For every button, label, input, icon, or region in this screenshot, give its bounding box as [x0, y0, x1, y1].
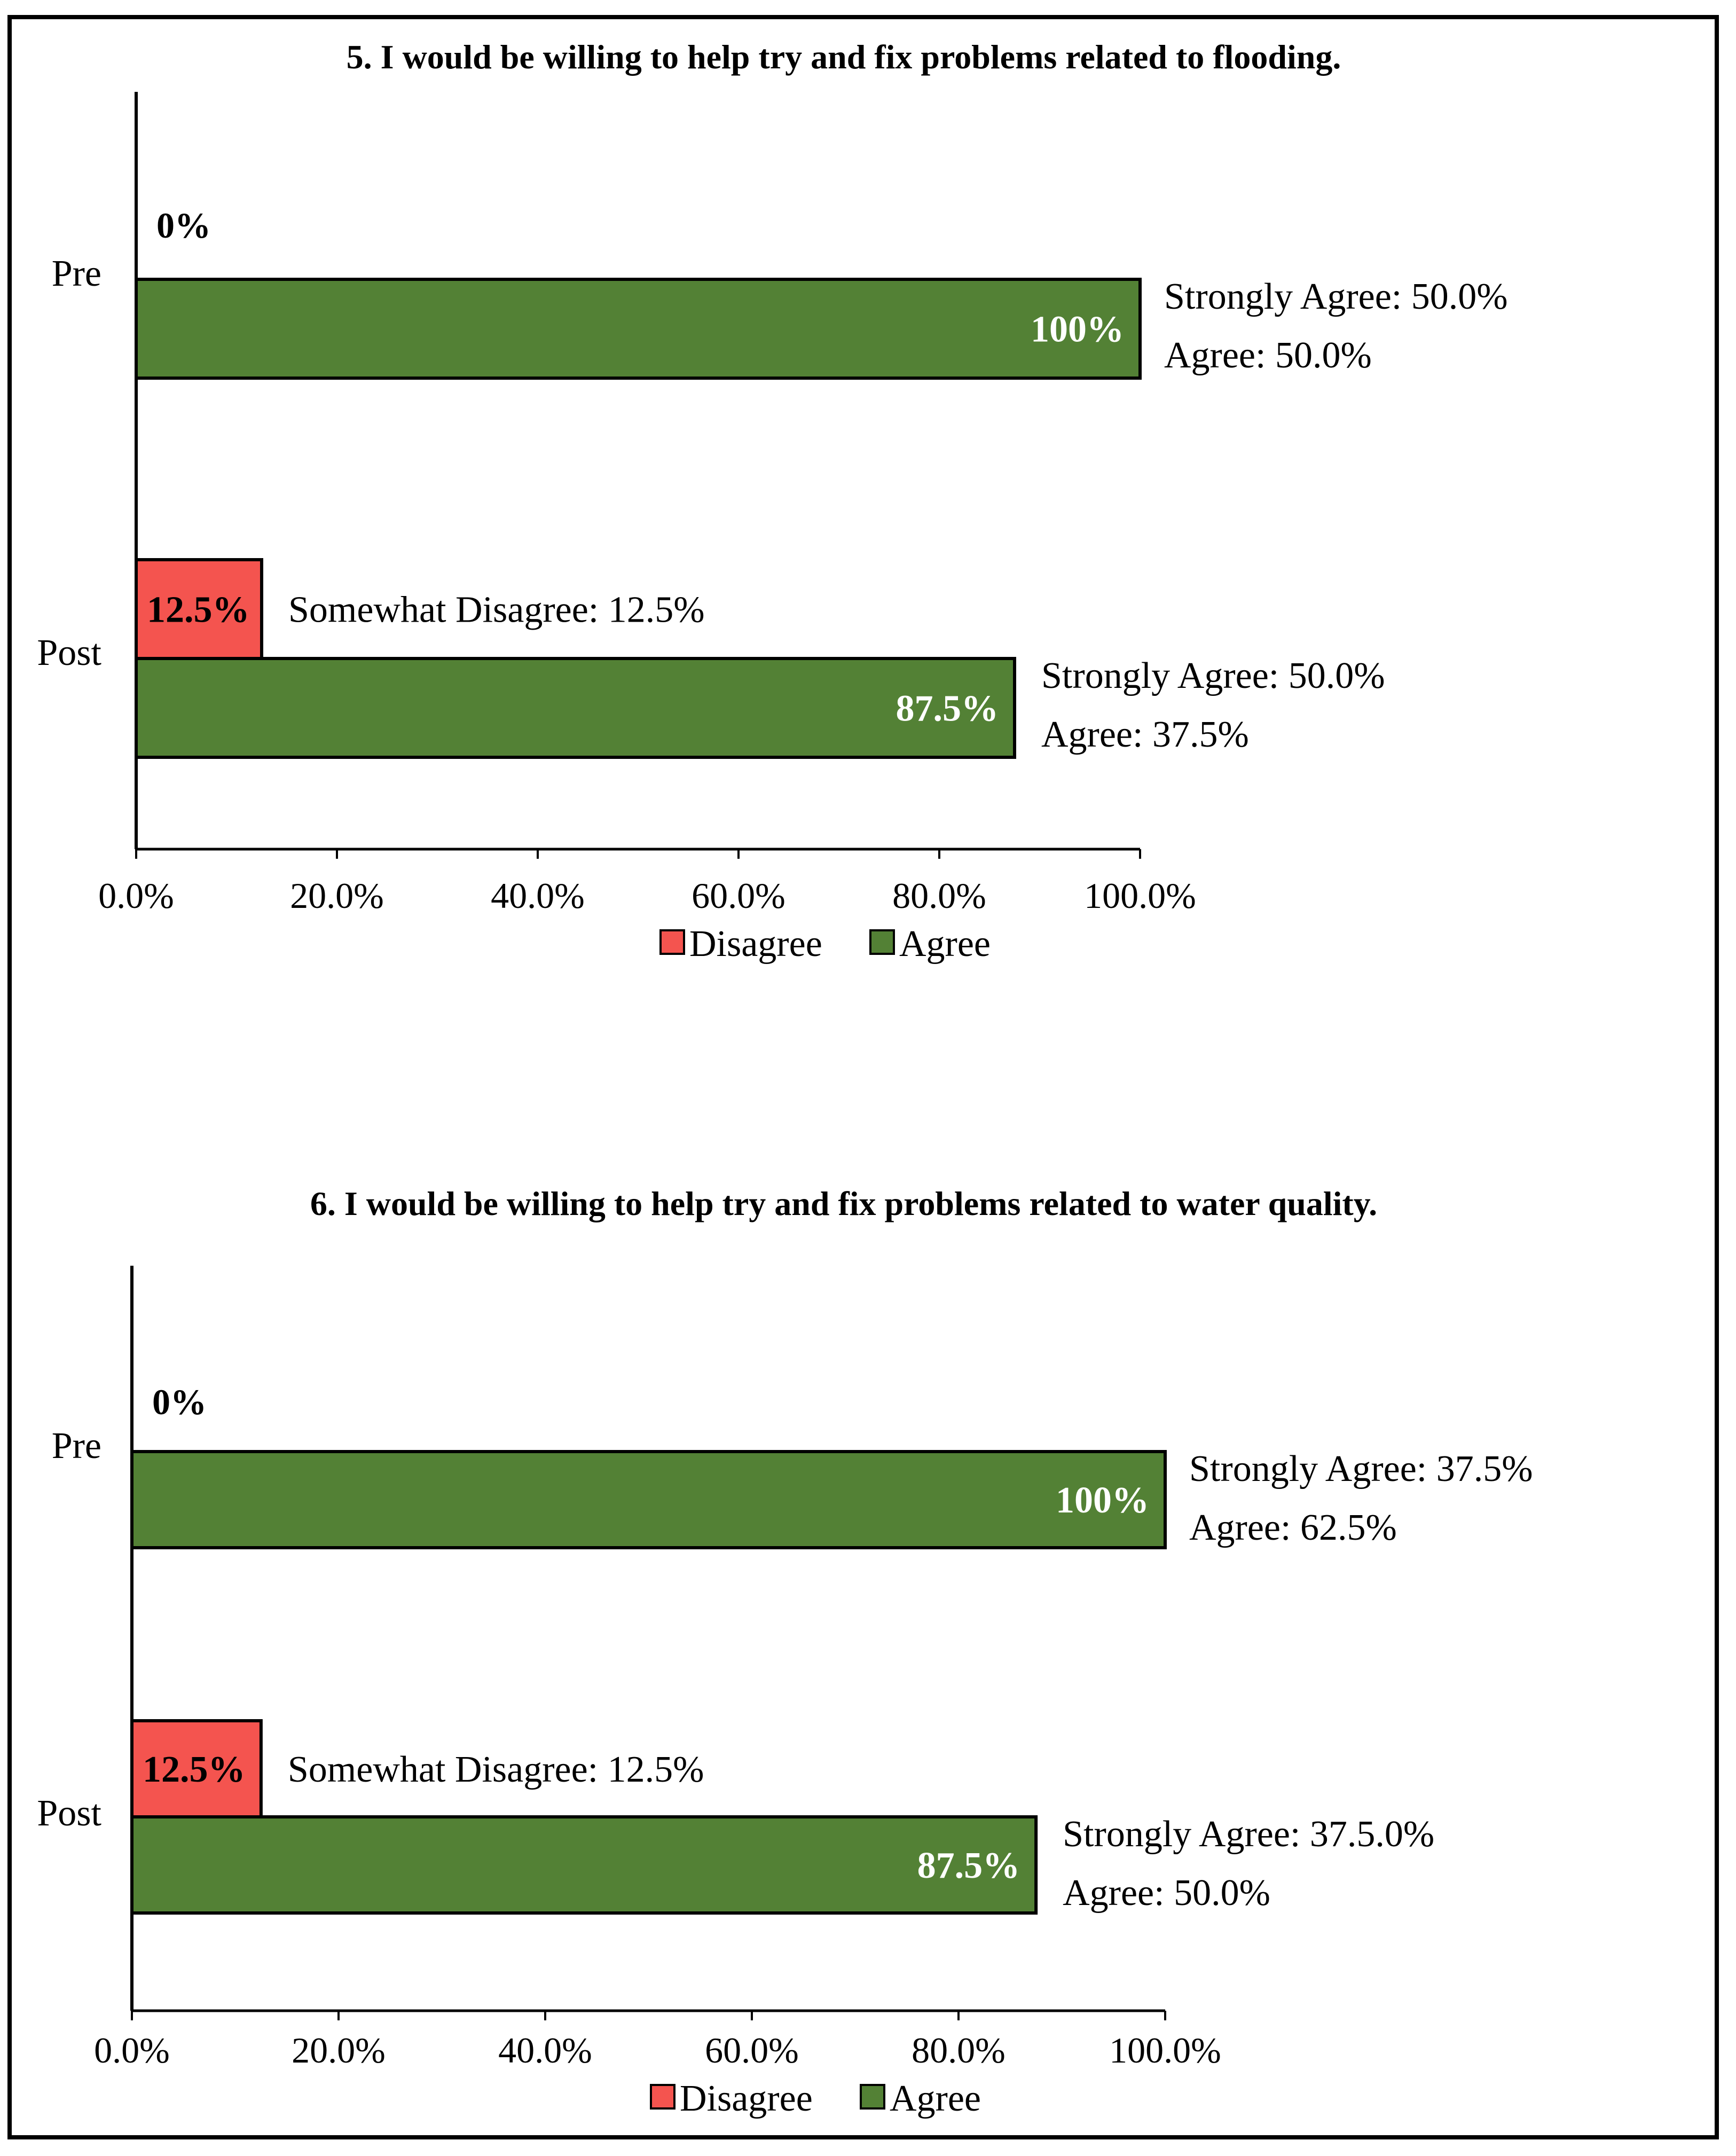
chart1-x-tick-label-2: 40.0%	[491, 875, 585, 916]
chart2-bar-pre-agree	[130, 1450, 1167, 1549]
chart2-annotation-post-somewhat-disagree: Somewhat Disagree: 12.5%	[288, 1749, 704, 1790]
chart1-bar-post-disagree	[135, 558, 263, 660]
chart2-annotation-post-agree: Agree: 50.0%	[1063, 1872, 1270, 1914]
chart2-annotation-pre-strongly-agree: Strongly Agree: 37.5%	[1189, 1448, 1533, 1489]
chart2-category-label-post: Post	[37, 1793, 101, 1834]
chart1-bar-label-post-agree: 87.5%	[896, 688, 999, 730]
chart1-bar-label-pre-disagree: 0%	[156, 205, 211, 246]
chart1-x-tick-label-5: 100.0%	[1084, 875, 1196, 916]
chart2-bar-label-pre-disagree: 0%	[152, 1382, 207, 1422]
chart1-category-label-post: Post	[37, 632, 101, 673]
chart1-legend-swatch-disagree	[659, 929, 685, 955]
chart1-annotation-post-agree: Agree: 37.5%	[1041, 714, 1249, 755]
chart2-title: 6. I would be willing to help try and fi…	[310, 1185, 1377, 1222]
chart1-legend-label-disagree: Disagree	[689, 923, 822, 965]
chart2-x-tick-label-1: 20.0%	[292, 2030, 386, 2071]
chart2-x-tick-label-0: 0.0%	[94, 2030, 170, 2071]
chart1-bar-pre-agree	[135, 278, 1142, 380]
chart1-bar-label-pre-agree: 100%	[1031, 309, 1124, 350]
chart2-x-tick-label-5: 100.0%	[1109, 2030, 1221, 2071]
chart1-annotation-pre-strongly-agree: Strongly Agree: 50.0%	[1164, 276, 1508, 317]
chart2-bar-label-pre-agree: 100%	[1056, 1480, 1149, 1521]
chart1-x-tick-label-0: 0.0%	[98, 875, 174, 916]
chart2-legend-swatch-agree	[860, 2084, 885, 2110]
chart1-category-label-pre: Pre	[52, 253, 101, 294]
chart2-bar-post-agree	[130, 1815, 1038, 1915]
chart2-legend-label-agree: Agree	[890, 2078, 981, 2119]
chart1-x-tick-label-4: 80.0%	[892, 875, 986, 916]
chart1-x-tick-label-1: 20.0%	[290, 875, 384, 916]
chart2-legend-swatch-disagree	[650, 2084, 675, 2110]
chart1-annotation-post-strongly-agree: Strongly Agree: 50.0%	[1041, 655, 1385, 696]
chart1-annotation-pre-agree: Agree: 50.0%	[1164, 335, 1372, 376]
chart2-category-label-pre: Pre	[52, 1425, 101, 1467]
chart1-bar-post-agree	[135, 657, 1016, 759]
chart1-legend-label-agree: Agree	[899, 923, 991, 965]
chart2-x-tick-label-2: 40.0%	[498, 2030, 592, 2071]
chart2-x-tick-label-4: 80.0%	[912, 2030, 1006, 2071]
chart2-annotation-pre-agree: Agree: 62.5%	[1189, 1507, 1397, 1548]
chart2-bar-post-disagree	[130, 1719, 263, 1818]
chart1-legend-swatch-agree	[869, 929, 895, 955]
chart2-bar-label-post-disagree: 12.5%	[143, 1749, 246, 1790]
chart1-x-tick-label-3: 60.0%	[692, 875, 785, 916]
chart2-legend-label-disagree: Disagree	[680, 2078, 813, 2119]
chart1-title: 5. I would be willing to help try and fi…	[347, 38, 1341, 76]
chart2-bar-label-post-agree: 87.5%	[917, 1845, 1020, 1886]
chart1-bar-label-post-disagree: 12.5%	[147, 590, 250, 631]
chart2-x-tick-label-3: 60.0%	[705, 2030, 799, 2071]
chart2-annotation-post-strongly-agree: Strongly Agree: 37.5.0%	[1063, 1814, 1434, 1855]
chart1-annotation-post-somewhat-disagree: Somewhat Disagree: 12.5%	[288, 590, 705, 631]
